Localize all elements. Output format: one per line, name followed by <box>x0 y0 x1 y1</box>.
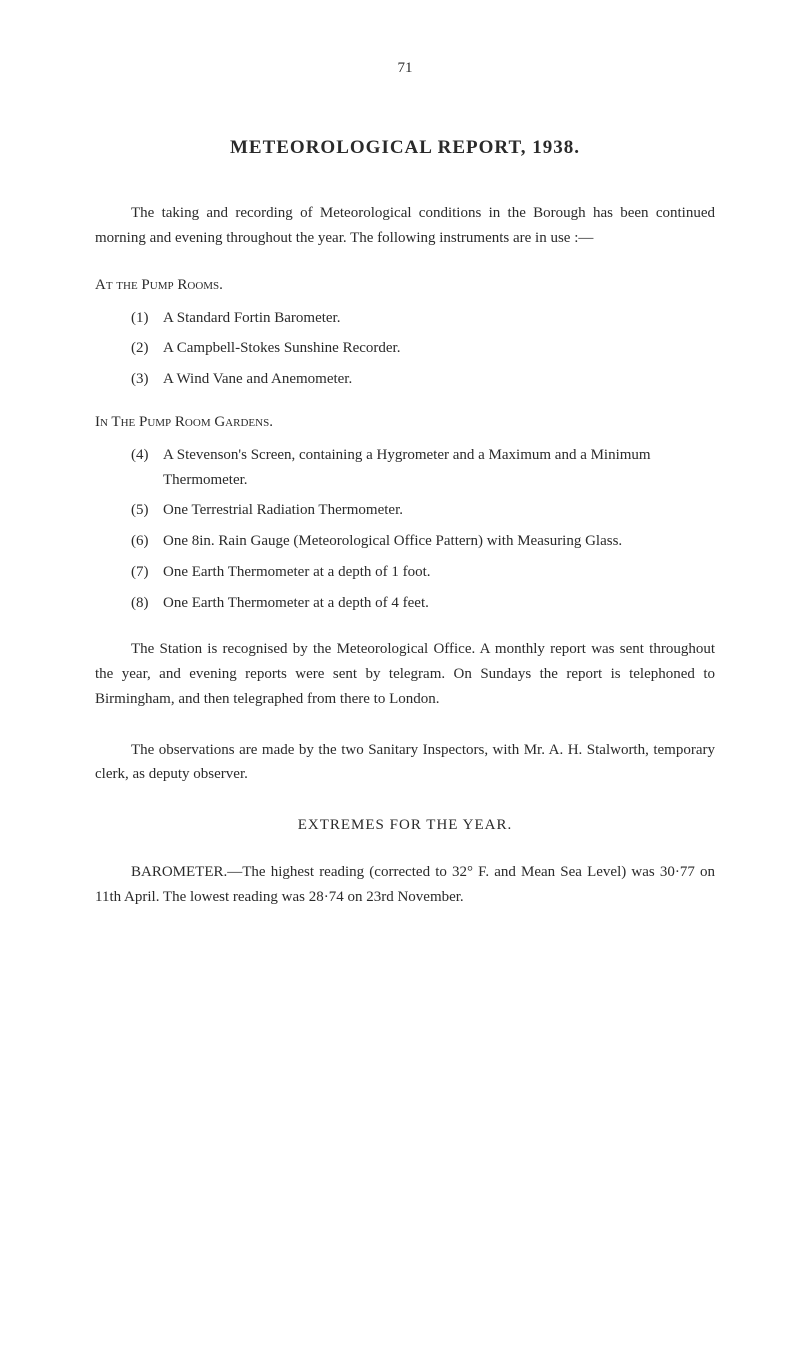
list-num: (1) <box>131 306 163 331</box>
list-num: (3) <box>131 367 163 392</box>
list-item: (3) A Wind Vane and Anemometer. <box>95 367 715 392</box>
list-num: (5) <box>131 498 163 523</box>
page-number: 71 <box>95 60 715 77</box>
list-text: A Campbell-Stokes Sunshine Recorder. <box>163 336 715 361</box>
paragraph-4: BAROMETER.—The highest reading (correcte… <box>95 860 715 910</box>
list-item: (2) A Campbell-Stokes Sunshine Recorder. <box>95 336 715 361</box>
list-num: (2) <box>131 336 163 361</box>
list-text: A Stevenson's Screen, containing a Hygro… <box>163 443 715 493</box>
section-heading-2: In The Pump Room Gardens. <box>95 414 715 431</box>
list-block-2: (4) A Stevenson's Screen, containing a H… <box>95 443 715 616</box>
list-num: (7) <box>131 560 163 585</box>
list-num: (8) <box>131 591 163 616</box>
list-text: One 8in. Rain Gauge (Meteorological Offi… <box>163 529 715 554</box>
list-text: One Earth Thermometer at a depth of 1 fo… <box>163 560 715 585</box>
main-title: METEOROLOGICAL REPORT, 1938. <box>95 137 715 159</box>
list-block-1: (1) A Standard Fortin Barometer. (2) A C… <box>95 306 715 392</box>
list-num: (4) <box>131 443 163 493</box>
list-text: A Standard Fortin Barometer. <box>163 306 715 331</box>
subheading: EXTREMES FOR THE YEAR. <box>95 817 715 834</box>
intro-paragraph: The taking and recording of Meteorologic… <box>95 201 715 251</box>
paragraph-3: The observations are made by the two San… <box>95 738 715 788</box>
list-item: (7) One Earth Thermometer at a depth of … <box>95 560 715 585</box>
list-item: (8) One Earth Thermometer at a depth of … <box>95 591 715 616</box>
list-text: A Wind Vane and Anemometer. <box>163 367 715 392</box>
list-text: One Earth Thermometer at a depth of 4 fe… <box>163 591 715 616</box>
list-item: (6) One 8in. Rain Gauge (Meteorological … <box>95 529 715 554</box>
section-heading-1: At the Pump Rooms. <box>95 277 715 294</box>
list-text: One Terrestrial Radiation Thermometer. <box>163 498 715 523</box>
list-item: (5) One Terrestrial Radiation Thermomete… <box>95 498 715 523</box>
list-item: (1) A Standard Fortin Barometer. <box>95 306 715 331</box>
list-item: (4) A Stevenson's Screen, containing a H… <box>95 443 715 493</box>
paragraph-2: The Station is recognised by the Meteoro… <box>95 637 715 711</box>
list-num: (6) <box>131 529 163 554</box>
